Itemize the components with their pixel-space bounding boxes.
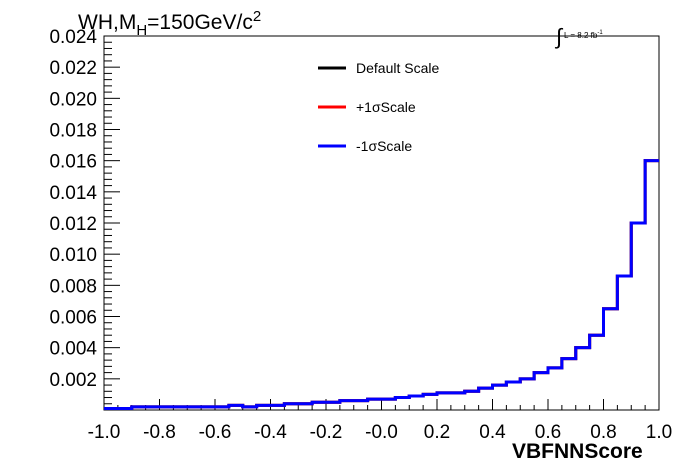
lumi-text: L = 8.2 fb [564,31,598,40]
series-line-2 [104,159,659,410]
x-tick-label: 0.2 [424,422,450,443]
x-tick-label: -0.8 [143,422,176,443]
legend: Default Scale +1σScale -1σScale [318,60,439,154]
y-tick-label: 0.008 [49,276,97,297]
legend-label-0: Default Scale [356,60,439,76]
series-lines [104,159,659,410]
lumi-superscript: -1 [597,30,603,36]
x-tick-label: -0.0 [365,422,398,443]
y-tick-label: 0.010 [49,245,97,266]
title-main: =150GeV/c [147,11,253,34]
legend-label-1: +1σScale [356,99,416,115]
x-axis-tick-labels: -1.0 -0.8 -0.6 -0.4 -0.2 -0.0 0.2 0.4 0.6 0.8 1.0 [88,422,673,443]
x-tick-label: 0.8 [590,422,616,443]
x-tick-label: 0.4 [479,422,506,443]
x-tick-label: 1.0 [646,422,672,443]
chart-title: WH,MH=150GeV/c2 [78,8,261,39]
y-tick-label: 0.006 [49,308,97,329]
x-tick-label: -1.0 [88,422,121,443]
x-tick-label: 0.6 [535,422,561,443]
y-axis-tick-labels: 0.002 0.004 0.006 0.008 0.010 0.012 0.014 0.016… [49,27,97,391]
series-line-1 [104,159,659,410]
y-tick-label: 0.002 [49,370,97,391]
x-tick-label: -0.6 [199,422,232,443]
title-subscript: H [136,22,148,39]
y-tick-label: 0.004 [49,339,97,360]
x-axis-label: VBFNNScore [512,440,643,463]
title-prefix: WH,M [78,11,137,34]
y-tick-label: 0.022 [49,58,97,79]
series-line-0 [104,159,659,410]
integral-symbol: ∫ [556,24,563,49]
y-tick-label: 0.012 [49,214,97,235]
y-tick-label: 0.020 [49,89,97,110]
axis-ticks [103,35,660,410]
y-tick-label: 0.018 [49,121,97,142]
x-tick-label: -0.4 [254,422,287,443]
luminosity-label: ∫ L = 8.2 fb-1 [556,18,603,49]
y-tick-label: 0.016 [49,152,97,173]
x-tick-label: -0.2 [310,422,343,443]
y-tick-label: 0.014 [49,183,97,204]
legend-label-2: -1σScale [356,138,412,154]
y-tick-label: 0.024 [49,27,97,48]
title-superscript: 2 [252,8,262,25]
